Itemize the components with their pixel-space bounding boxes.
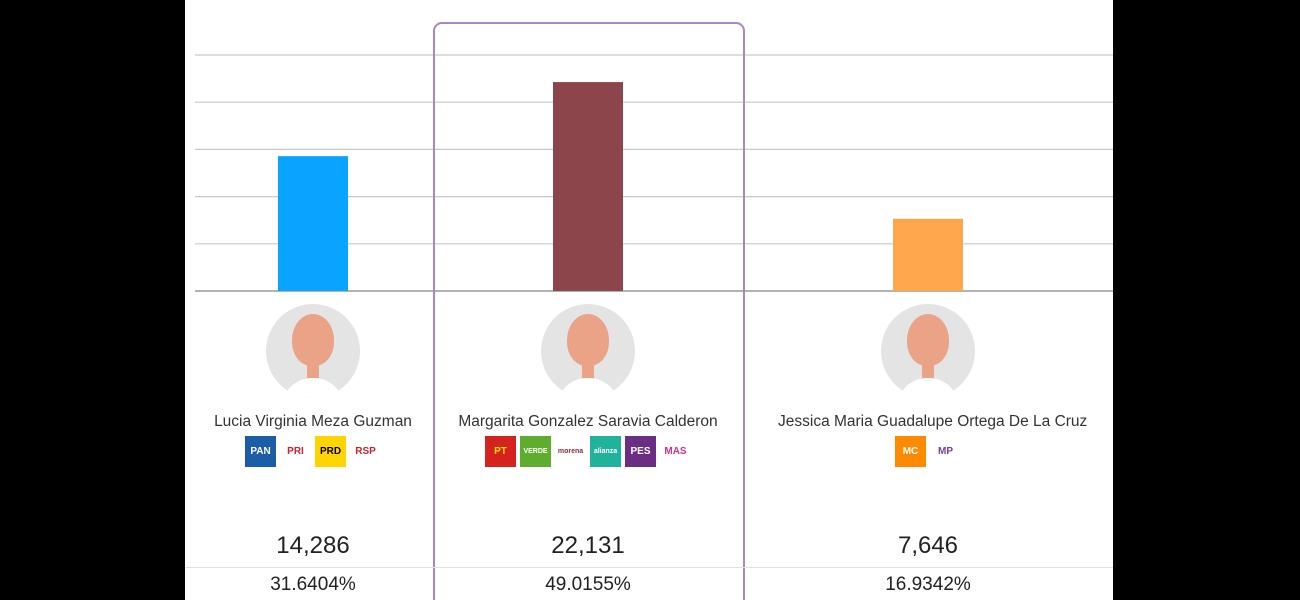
vote-percentage: 16.9342% [885, 574, 971, 595]
avatar-icon [881, 304, 975, 398]
movimiento-ciudadano-logo-icon: MC [895, 436, 926, 467]
prd-logo-icon: PRD [315, 436, 346, 467]
row-divider [185, 567, 1113, 568]
party-logos: MC MP [778, 436, 1078, 467]
candidate-name: Lucia Virginia Meza Guzman [214, 413, 412, 430]
verde-logo-icon: VERDE [520, 436, 551, 467]
pan-logo-icon: PAN [245, 436, 276, 467]
candidate-card-ortega-de-la-cruz[interactable]: Jessica Maria Guadalupe Ortega De La Cru… [778, 300, 1088, 600]
candidate-name: Jessica Maria Guadalupe Ortega De La Cru… [778, 413, 1088, 430]
results-panel: Lucia Virginia Meza Guzman PAN PRI PRD RSP … [185, 0, 1113, 600]
party-logos: PAN PRI PRD RSP [185, 436, 463, 467]
pt-logo-icon: PT [485, 436, 516, 467]
bar-2[interactable] [553, 82, 623, 291]
vote-percentage: 49.0155% [545, 574, 631, 595]
avatar-icon [266, 304, 360, 398]
bar-1[interactable] [278, 156, 348, 291]
candidate-name: Margarita Gonzalez Saravia Calderon [458, 413, 718, 430]
avatar-icon [541, 304, 635, 398]
bar-3[interactable] [893, 218, 963, 291]
vote-count: 22,131 [551, 532, 625, 559]
rsp-logo-icon: RSP [350, 436, 381, 467]
morena-logo-icon: morena [555, 436, 586, 467]
alianza-logo-icon: alianza [590, 436, 621, 467]
party-logos: PT VERDE morena alianza PES MAS [438, 436, 738, 467]
vote-percentage: 31.6404% [270, 574, 356, 595]
pes-logo-icon: PES [625, 436, 656, 467]
bar-chart [195, 54, 1113, 292]
candidate-card-meza-guzman[interactable]: Lucia Virginia Meza Guzman PAN PRI PRD RSP … [185, 300, 463, 600]
pri-logo-icon: PRI [280, 436, 311, 467]
vote-count: 7,646 [897, 532, 959, 559]
morelos-progresa-logo-icon: MP [930, 436, 961, 467]
vote-count: 14,286 [276, 532, 350, 559]
candidate-card-gonzalez-saravia[interactable]: Margarita Gonzalez Saravia Calderon PT VE… [438, 300, 738, 600]
mas-logo-icon: MAS [660, 436, 691, 467]
